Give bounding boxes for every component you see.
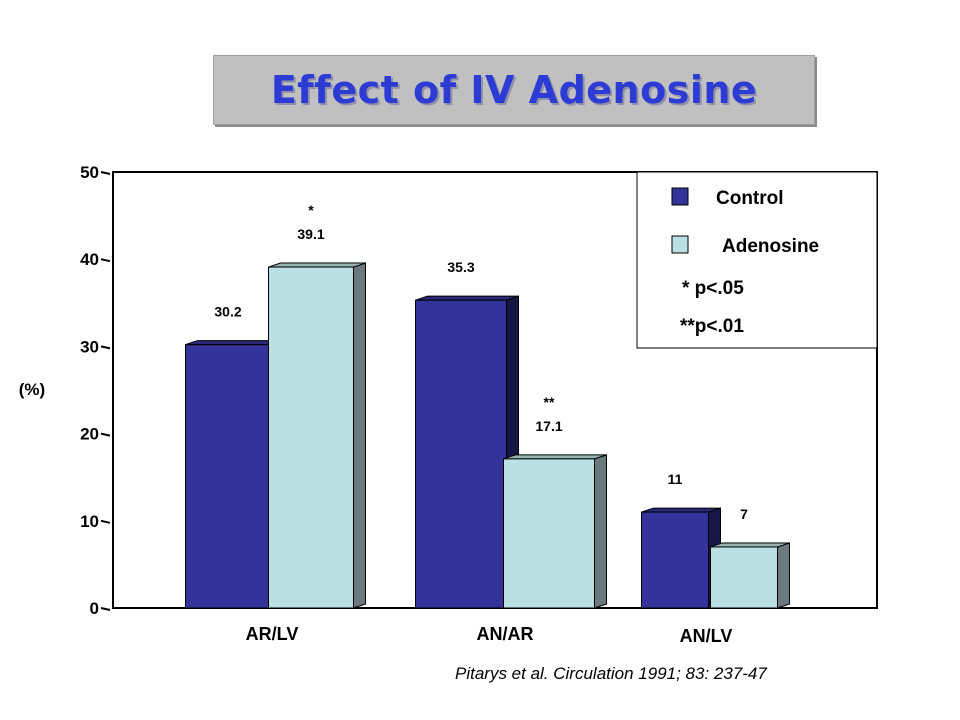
bar-control [641, 511, 709, 609]
y-tick-label: 50 [80, 163, 99, 182]
bar-side [777, 542, 790, 609]
bar-adenosine [503, 458, 595, 609]
bar-top [503, 454, 607, 460]
data-label: 30.2 [214, 304, 241, 320]
data-label: 39.1 [297, 226, 324, 242]
y-tick [100, 258, 111, 263]
legend-note: **p<.01 [680, 316, 744, 337]
bar-adenosine [710, 546, 778, 609]
legend-swatch-adenosine [671, 235, 689, 254]
bar-control [185, 344, 271, 609]
legend-note: * p<.05 [682, 278, 744, 299]
y-axis-label: (%) [19, 380, 45, 399]
bar-side [353, 262, 366, 609]
bar-top [185, 340, 283, 346]
y-tick [100, 345, 111, 350]
y-tick [100, 432, 111, 437]
legend-label: Control [716, 188, 784, 209]
citation-text: Pitarys et al. Circulation 1991; 83: 237… [455, 664, 767, 683]
data-label: 7 [740, 506, 748, 522]
category-label: AN/AR [477, 624, 534, 644]
y-tick [100, 171, 111, 175]
chart-title: Effect of IV Adenosine [270, 68, 758, 112]
category-label: AN/LV [680, 626, 733, 646]
significance-mark: * [308, 202, 314, 218]
bar-top [268, 262, 366, 268]
significance-mark: ** [544, 394, 555, 410]
bar-top [641, 507, 721, 513]
bar-top [415, 295, 519, 301]
data-label: 17.1 [535, 418, 562, 434]
data-label: 35.3 [447, 259, 474, 275]
data-label: 11 [668, 471, 683, 487]
bar-side [594, 454, 607, 609]
legend-label: Adenosine [722, 236, 819, 257]
y-tick-label: 10 [80, 512, 99, 531]
bar-control [415, 299, 507, 609]
bar-adenosine [268, 266, 354, 609]
y-tick [100, 519, 111, 524]
y-tick-label: 30 [80, 337, 99, 356]
bar-top [710, 542, 790, 548]
title-banner: Effect of IV Adenosine [213, 55, 815, 125]
legend-swatch-control [671, 187, 689, 206]
y-tick [100, 607, 111, 611]
y-tick-label: 20 [80, 425, 99, 444]
y-tick-label: 40 [80, 250, 99, 269]
y-tick-label: 0 [90, 599, 99, 618]
category-label: AR/LV [246, 624, 299, 644]
